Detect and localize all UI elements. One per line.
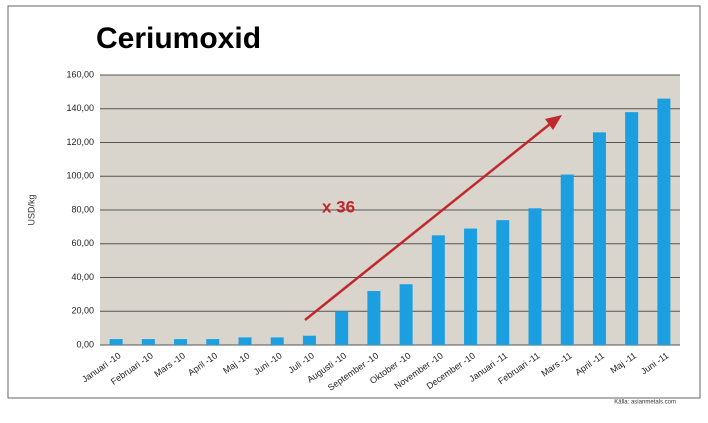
bar [109,339,123,345]
y-tick-label: 100,00 [66,171,94,181]
y-tick-label: 60,00 [71,238,94,248]
y-tick-label: 40,00 [71,272,94,282]
bar [302,335,316,345]
y-tick-label: 160,00 [66,69,94,79]
source: Källa: asianmetals.com [614,400,676,406]
bar [431,235,445,345]
y-tick-label: 120,00 [66,137,94,147]
bar [625,112,639,345]
y-tick-label: 140,00 [66,103,94,113]
bar [464,228,478,345]
y-tick-label: 0,00 [76,339,94,349]
bar [528,208,542,345]
bar [592,132,606,345]
bar [238,337,252,345]
bar [367,291,381,345]
annotation: x 36 [322,197,355,216]
y-axis-label: USD/kg [26,194,36,225]
bar [657,98,671,345]
bar [141,339,155,345]
bar [399,284,413,345]
bar [270,337,284,345]
arrow-head [545,115,562,130]
y-tick-label: 20,00 [71,306,94,316]
y-tick-label: 80,00 [71,204,94,214]
chart-title: Ceriumoxid [96,22,261,55]
bar [174,339,188,345]
bar [206,339,220,345]
bar [335,311,349,345]
bar [496,220,510,345]
bar [560,174,574,345]
arrow-line [304,123,551,321]
